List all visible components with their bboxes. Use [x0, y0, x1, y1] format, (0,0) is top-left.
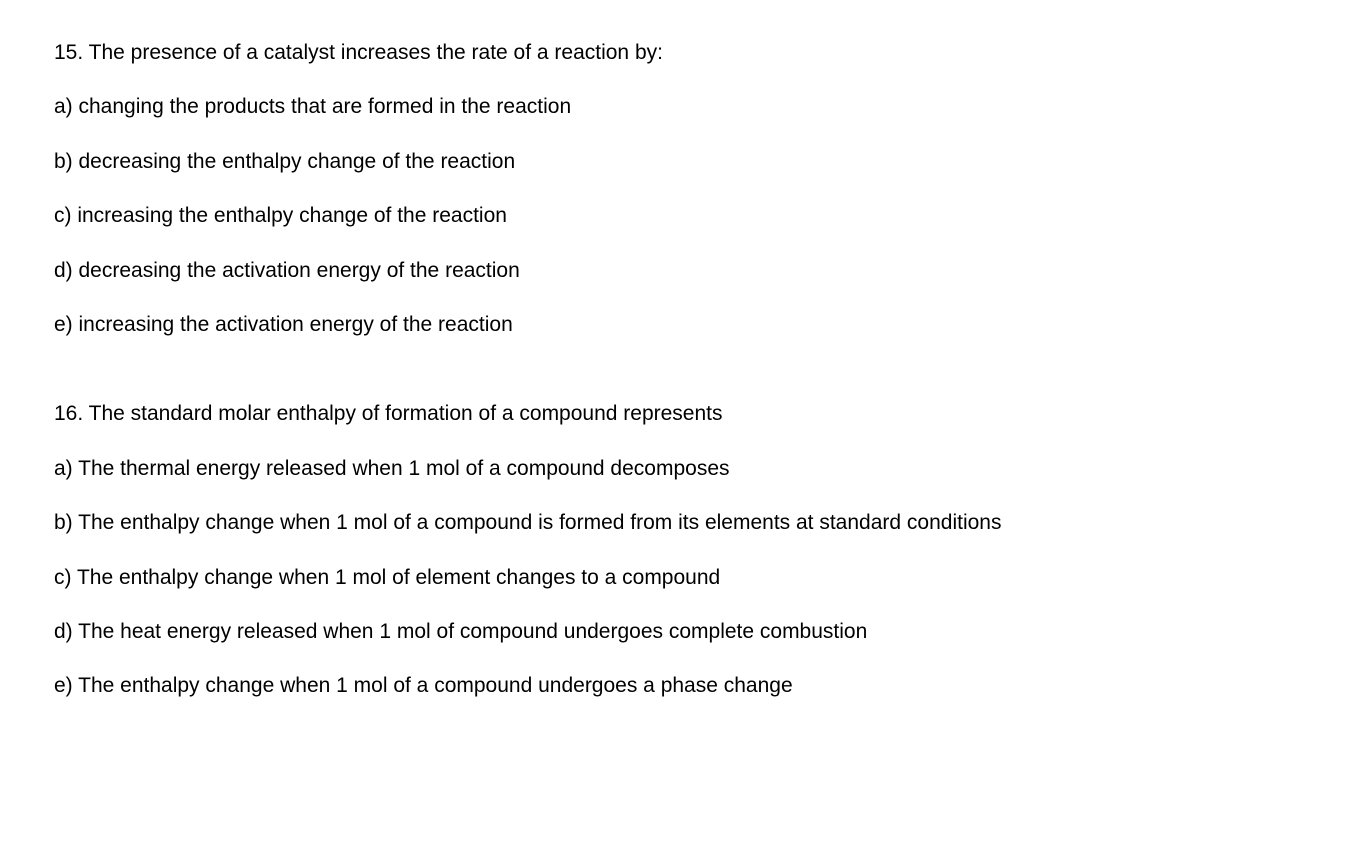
- question-15-block: 15. The presence of a catalyst increases…: [54, 38, 1292, 339]
- question-15-option-d: d) decreasing the activation energy of t…: [54, 256, 1292, 285]
- question-15-option-b: b) decreasing the enthalpy change of the…: [54, 147, 1292, 176]
- question-15-option-e: e) increasing the activation energy of t…: [54, 310, 1292, 339]
- question-15-option-c: c) increasing the enthalpy change of the…: [54, 201, 1292, 230]
- question-16-option-d: d) The heat energy released when 1 mol o…: [54, 617, 1292, 646]
- question-16-block: 16. The standard molar enthalpy of forma…: [54, 399, 1292, 700]
- question-16-option-a: a) The thermal energy released when 1 mo…: [54, 454, 1292, 483]
- question-15-stem: 15. The presence of a catalyst increases…: [54, 38, 1292, 67]
- question-16-stem: 16. The standard molar enthalpy of forma…: [54, 399, 1292, 428]
- question-16-option-b: b) The enthalpy change when 1 mol of a c…: [54, 508, 1292, 537]
- question-15-option-a: a) changing the products that are formed…: [54, 92, 1292, 121]
- question-16-option-c: c) The enthalpy change when 1 mol of ele…: [54, 563, 1292, 592]
- question-16-option-e: e) The enthalpy change when 1 mol of a c…: [54, 671, 1292, 700]
